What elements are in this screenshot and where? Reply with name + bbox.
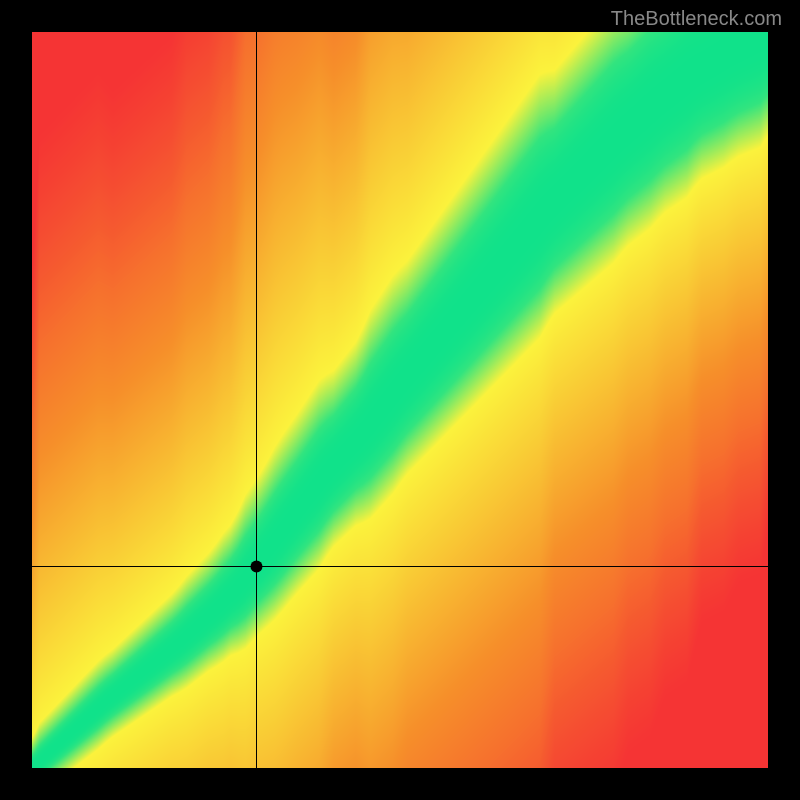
attribution-text: TheBottleneck.com [611,8,782,31]
heatmap-container [32,32,768,768]
bottleneck-heatmap [32,32,768,768]
